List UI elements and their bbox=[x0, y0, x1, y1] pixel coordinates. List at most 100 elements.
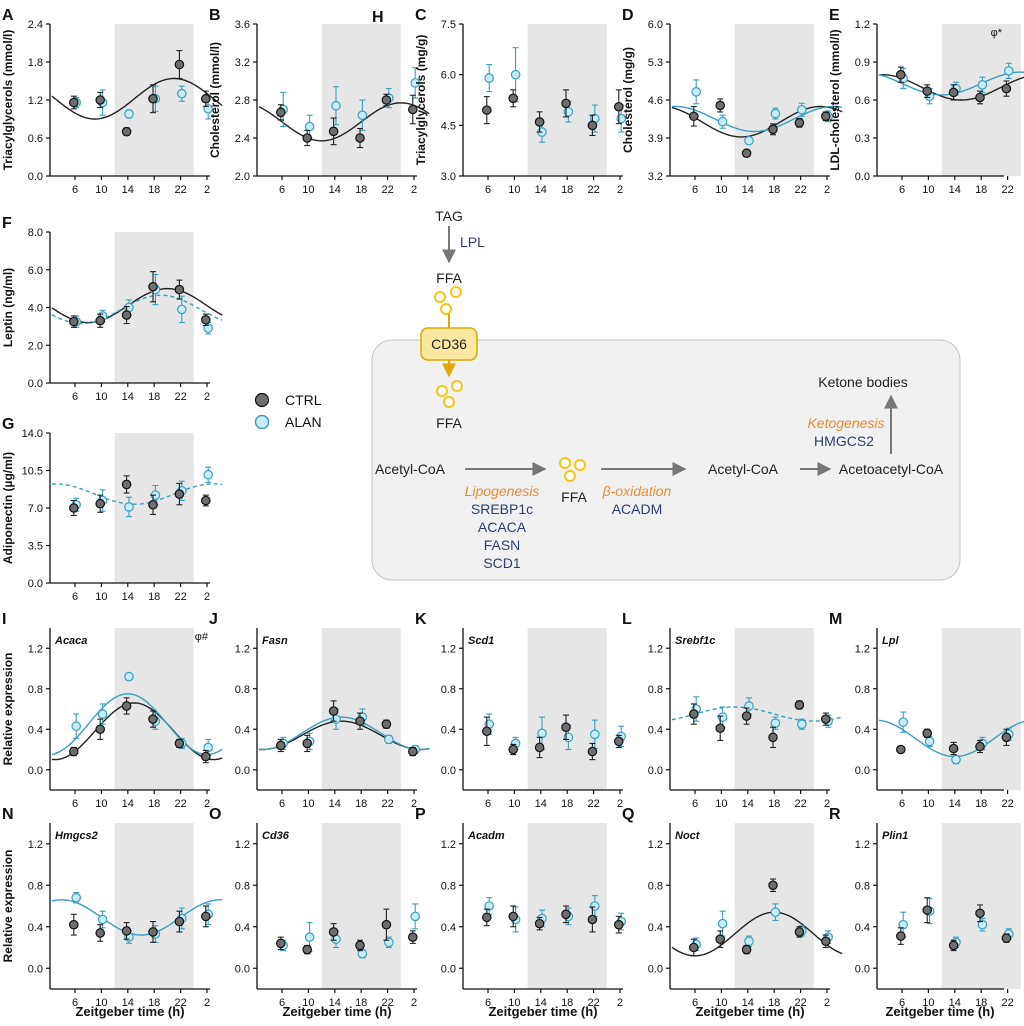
xtick-label-D-1: 10 bbox=[715, 184, 727, 196]
xtick-label-C-0: 6 bbox=[485, 184, 491, 196]
ffa-mid-label: FFA bbox=[561, 489, 587, 505]
ytick-label-B-1: 2.4 bbox=[235, 133, 250, 145]
gene-label-M: Lpl bbox=[882, 635, 899, 647]
point-ctrl-J-0 bbox=[275, 740, 286, 751]
xtick-label-E-0: 6 bbox=[899, 184, 905, 196]
point-ctrl-G-0 bbox=[69, 503, 79, 513]
xtick-label-N-5: 2 bbox=[204, 997, 210, 1009]
gene-label-R: Plin1 bbox=[882, 830, 908, 842]
xtick-label-B-1: 10 bbox=[302, 184, 314, 196]
point-ctrl-D-5 bbox=[820, 111, 831, 122]
xtick-label-K-2: 14 bbox=[535, 798, 547, 810]
point-ctrl-K-5 bbox=[613, 736, 624, 747]
ytick-label-N-1: 0.4 bbox=[28, 922, 43, 934]
fit-ctrl-B bbox=[258, 102, 430, 142]
ytick-label-E-2: 0.6 bbox=[855, 95, 870, 107]
point-ctrl-G-1 bbox=[95, 498, 105, 509]
point-ctrl-N-4 bbox=[174, 916, 185, 927]
beta-oxidation-label: β-oxidation bbox=[602, 483, 672, 499]
xtick-label-A-2: 14 bbox=[122, 184, 134, 196]
point-ctrl-B-4 bbox=[381, 95, 392, 105]
point-ctrl-N-1 bbox=[95, 928, 105, 938]
xtick-label-G-3: 18 bbox=[148, 591, 160, 603]
ytick-label-O-3: 1.2 bbox=[235, 839, 250, 851]
panel-letter-Q: Q bbox=[622, 806, 634, 823]
point-alan-Q-2 bbox=[744, 936, 754, 947]
gene-label-Q: Noct bbox=[675, 830, 701, 842]
lpl-label: LPL bbox=[460, 234, 485, 250]
xtick-label-G-2: 14 bbox=[122, 591, 134, 603]
ytick-label-J-0: 0.0 bbox=[235, 765, 250, 777]
point-ctrl-A-4 bbox=[174, 59, 185, 70]
point-ctrl-D-4 bbox=[794, 118, 805, 128]
panel-G: 0.03.57.010.514.06 10 14 18 22 2GAdiponectin … bbox=[1, 416, 223, 603]
point-alan-R-0 bbox=[898, 919, 908, 930]
xtick-label-I-4: 22 bbox=[174, 798, 186, 810]
point-alan-L-4 bbox=[796, 719, 807, 729]
point-alan-D-3 bbox=[770, 108, 781, 119]
ffa-inner-dots bbox=[436, 380, 463, 408]
point-alan-M-2 bbox=[951, 754, 961, 765]
gene-label-O: Cd36 bbox=[262, 830, 290, 842]
ylabel-A: Triacylglycerols (mmol/l) bbox=[1, 30, 15, 171]
ytick-label-D-3: 5.3 bbox=[648, 57, 663, 69]
ytick-label-G-0: 0.0 bbox=[28, 578, 43, 590]
ytick-label-I-0: 0.0 bbox=[28, 765, 43, 777]
xtick-label-B-0: 6 bbox=[279, 184, 285, 196]
xtick-label-N-2: 14 bbox=[122, 997, 134, 1009]
point-alan-I-2 bbox=[124, 671, 134, 682]
point-alan-N-1 bbox=[97, 914, 108, 925]
ytick-label-L-0: 0.0 bbox=[648, 765, 663, 777]
point-alan-R-3 bbox=[977, 919, 988, 930]
xtick-label-K-5: 2 bbox=[617, 798, 623, 810]
xtick-label-D-2: 14 bbox=[742, 184, 754, 196]
xtick-label-P-1: 10 bbox=[508, 997, 520, 1009]
point-ctrl-O-1 bbox=[302, 944, 312, 955]
dark-phase-M bbox=[941, 628, 1021, 790]
point-ctrl-I-5 bbox=[201, 751, 211, 762]
ytick-label-P-3: 1.2 bbox=[441, 839, 456, 851]
xtick-label-Q-4: 22 bbox=[794, 997, 806, 1009]
ylabel-C: Triacylglycerols (mg/g) bbox=[414, 35, 428, 166]
point-alan-D-4 bbox=[796, 104, 807, 115]
point-ctrl-I-4 bbox=[174, 738, 185, 749]
gene-srebp1c: SREBP1c bbox=[471, 501, 533, 517]
ytick-label-K-2: 0.8 bbox=[441, 684, 456, 696]
fit-alan-D bbox=[671, 105, 843, 133]
xtick-label-R-2: 14 bbox=[949, 997, 961, 1009]
point-ctrl-C-3 bbox=[561, 98, 571, 109]
xtick-label-G-0: 6 bbox=[72, 591, 78, 603]
point-ctrl-P-2 bbox=[534, 918, 545, 929]
point-ctrl-K-4 bbox=[587, 746, 598, 757]
point-ctrl-L-5 bbox=[820, 714, 831, 724]
xtick-label-L-1: 10 bbox=[715, 798, 727, 810]
ytick-label-F-4: 8.0 bbox=[28, 227, 43, 239]
ytick-label-F-1: 2.0 bbox=[28, 340, 43, 352]
xtick-label-J-3: 18 bbox=[355, 798, 367, 810]
ytick-label-C-1: 4.5 bbox=[441, 120, 456, 132]
ylabel-G: Adiponectin (µg/ml) bbox=[1, 452, 15, 564]
ytick-label-N-3: 1.2 bbox=[28, 839, 43, 851]
point-alan-P-0 bbox=[484, 901, 494, 911]
point-ctrl-B-1 bbox=[302, 133, 312, 143]
point-alan-B-2 bbox=[331, 100, 341, 111]
point-alan-D-2 bbox=[744, 135, 754, 146]
panel-letter-A: A bbox=[2, 7, 14, 24]
point-ctrl-Q-4 bbox=[794, 927, 805, 937]
xtick-label-D-0: 6 bbox=[692, 184, 698, 196]
point-ctrl-C-4 bbox=[587, 120, 598, 131]
panel-letter-E: E bbox=[829, 7, 840, 24]
xlabel-4: Zeitgeber time (h) bbox=[885, 1004, 994, 1019]
ytick-label-I-3: 1.2 bbox=[28, 643, 43, 655]
panel-letter-O: O bbox=[209, 806, 221, 823]
xtick-label-I-5: 2 bbox=[204, 798, 210, 810]
point-ctrl-N-5 bbox=[201, 911, 211, 922]
ylabel-D: Cholesterol (mg/g) bbox=[621, 47, 635, 153]
ytick-label-K-3: 1.2 bbox=[441, 643, 456, 655]
point-ctrl-G-5 bbox=[201, 495, 211, 506]
panel-letter-J: J bbox=[209, 611, 218, 628]
ytick-label-Q-2: 0.8 bbox=[648, 880, 663, 892]
